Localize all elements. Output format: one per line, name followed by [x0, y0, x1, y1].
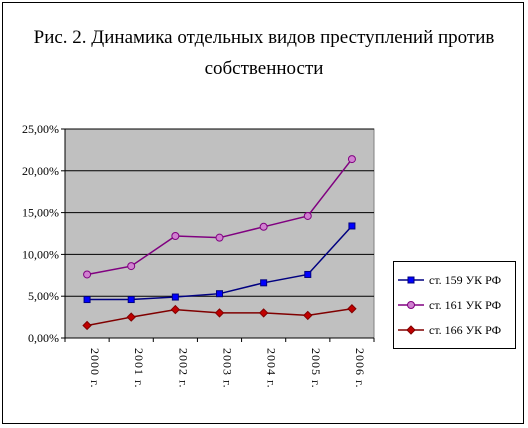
chart-title-line-2: собственности: [204, 58, 324, 79]
chart-title-line-1: Рис. 2. Динамика отдельных видов преступ…: [33, 27, 495, 48]
legend-item-161: ст. 161 УК РФ: [398, 296, 501, 314]
y-tick-label: 5,00%: [28, 289, 59, 303]
data-point: [82, 320, 92, 331]
y-tick-label: 10,00%: [22, 247, 59, 261]
legend-item-166: ст. 166 УК РФ: [398, 321, 501, 339]
data-point: [304, 270, 312, 278]
axes: [64, 129, 374, 339]
data-point: [83, 270, 92, 279]
legend-item-159: ст. 159 УК РФ: [398, 271, 501, 289]
data-point: [214, 308, 225, 318]
legend-swatch-square-icon: [398, 276, 424, 284]
x-tick-label: 2006 г.: [353, 348, 367, 389]
data-point: [83, 296, 91, 304]
data-point: [171, 232, 180, 241]
y-tick-label: 15,00%: [22, 206, 59, 220]
x-tick-label: 2003 г.: [221, 348, 235, 389]
data-point: [259, 222, 268, 231]
data-point: [216, 290, 223, 298]
data-point: [171, 293, 179, 301]
y-tick-label: 20,00%: [22, 164, 59, 178]
legend-label-161: ст. 161 УК РФ: [429, 297, 502, 312]
data-point: [258, 308, 269, 318]
x-tick-label: 2000 г.: [88, 348, 102, 389]
y-tick-label: 25,00%: [22, 122, 59, 136]
data-point: [126, 312, 136, 322]
x-tick-label: 2002 г.: [176, 348, 190, 389]
legend-swatch-circle-icon: [398, 301, 424, 309]
data-point: [170, 304, 181, 315]
data-point: [260, 279, 268, 287]
legend-swatch-diamond-icon: [398, 325, 424, 335]
legend-label-159: ст. 159 УК РФ: [429, 272, 502, 287]
chart-frame: [2, 2, 524, 424]
data-point: [348, 222, 356, 230]
chart-title: Рис. 2. Динамика отдельных видов преступ…: [0, 22, 528, 84]
x-tick-label: 2001 г.: [132, 348, 146, 389]
series-group: [82, 155, 357, 331]
data-point: [127, 262, 136, 271]
data-point: [127, 296, 135, 304]
data-point: [215, 233, 224, 242]
x-tick-label: 2005 г.: [309, 348, 323, 389]
data-point: [347, 304, 357, 314]
data-point: [347, 155, 356, 164]
y-tick-label: 0,00%: [28, 331, 59, 345]
legend: ст. 159 УК РФ ст. 161 УК РФ ст. 166 УК Р…: [393, 261, 516, 349]
y-axis-ticks: 0,00% 5,00% 10,00% 15,00% 20,00% 25,00%: [22, 122, 65, 345]
x-tick-label: 2004 г.: [265, 348, 279, 389]
legend-label-166: ст. 166 УК РФ: [429, 322, 502, 337]
plot-area: [64, 128, 375, 339]
data-point: [303, 211, 312, 220]
data-point: [303, 310, 313, 321]
x-axis-ticks: 2000 г. 2001 г. 2002 г. 2003 г. 2004 г. 2005 …: [64, 338, 375, 389]
